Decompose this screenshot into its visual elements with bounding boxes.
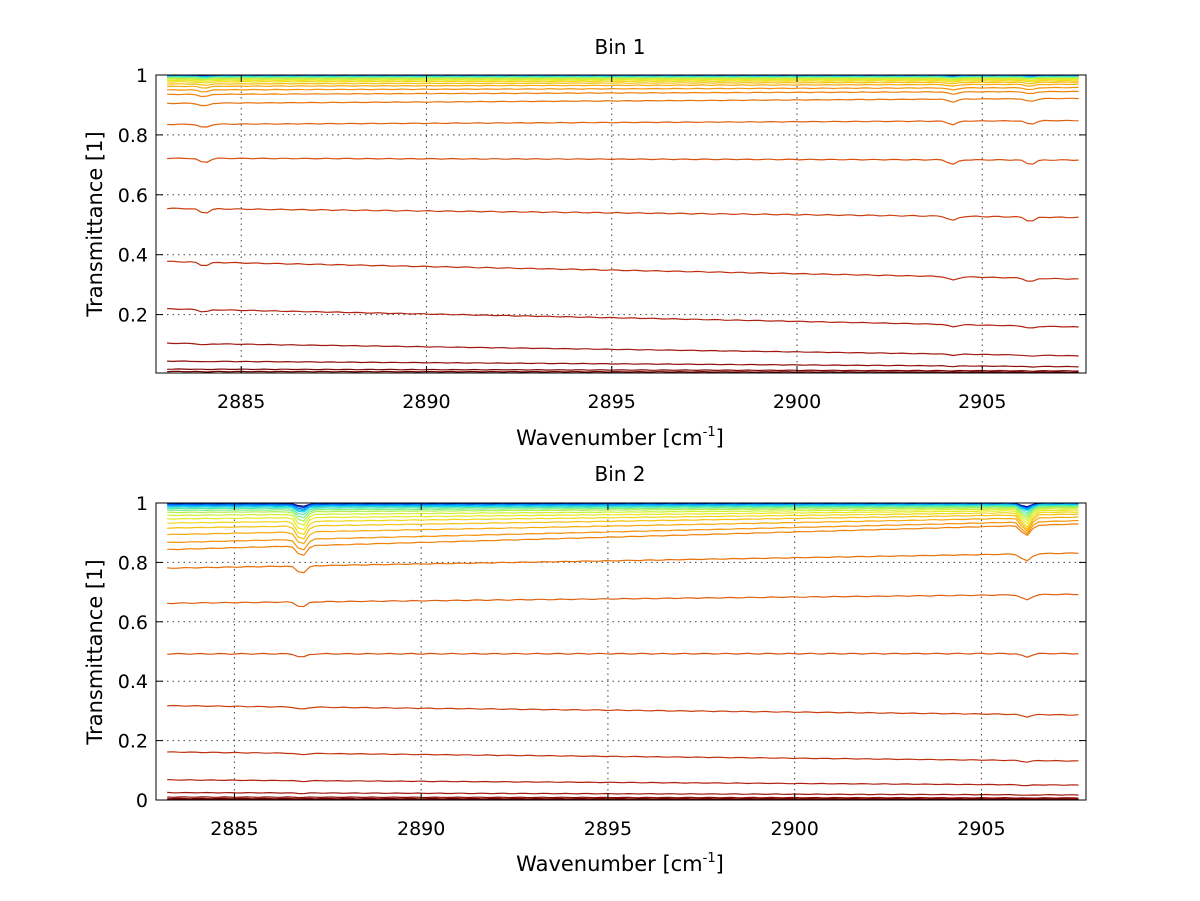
bin-1-series-line	[167, 79, 1079, 84]
bin-2-series-line	[167, 504, 1079, 516]
bin-2-xtick-label: 2890	[397, 818, 445, 840]
bin-2-series-line	[167, 519, 1079, 551]
bin-2-series-line	[167, 507, 1079, 526]
bin-1-ytick-label: 1	[136, 65, 148, 87]
bin-1-xlabel: Wavenumber [cm-1]	[516, 425, 724, 450]
bin-1-ytick-label: 0.4	[118, 245, 148, 267]
bin-1-series-line	[167, 370, 1079, 374]
bin-2-xtick-label: 2900	[770, 818, 818, 840]
bin-2-series-line	[167, 523, 1079, 556]
bin-1-series-line	[167, 81, 1079, 86]
bin-1-series-line	[167, 77, 1079, 81]
bin-2-grid	[156, 503, 1086, 800]
bin-2-ytick-label: 0.8	[118, 552, 148, 574]
bin-2-ticks: 2885 2890 2895 2900 2905 0 0.2 0.4 0.6 0.8 1	[118, 493, 1086, 840]
bin-2-plot-area	[155, 502, 1087, 801]
bin-2-series-line	[167, 652, 1079, 658]
bin-1-series	[167, 74, 1079, 374]
bin-2-series-line	[167, 796, 1079, 799]
bin-1-panel: Bin 1 2885 2890 2895 2900 29050.20.40.60.81 …	[83, 35, 1087, 450]
bin-1-series-line	[167, 86, 1079, 93]
bin-1-series-line	[167, 342, 1079, 357]
bin-1-series-line	[167, 307, 1079, 329]
bin-2-series-line	[167, 505, 1079, 519]
bin-2-xtick-label: 2885	[210, 818, 258, 840]
bin-1-ylabel: Transmittance [1]	[83, 131, 107, 317]
bin-1-series-line	[167, 119, 1079, 128]
bin-2-title: Bin 2	[594, 462, 645, 486]
bin-1-series-line	[167, 157, 1079, 165]
bin-1-ytick-label: 0.6	[118, 185, 148, 207]
bin-2-series-line	[167, 791, 1079, 796]
bin-1-series-line	[167, 83, 1079, 89]
bin-1-xtick-label: 2905	[958, 391, 1006, 413]
bin-2-series-line	[167, 506, 1079, 522]
bin-1-series-line	[167, 78, 1079, 82]
bin-1-xtick-label: 2900	[773, 391, 821, 413]
bin-2-xtick-label: 2895	[584, 818, 632, 840]
bin-2-series-line	[167, 503, 1079, 512]
bin-2-ytick-label: 1	[136, 493, 148, 515]
bin-2-series-line	[167, 779, 1079, 787]
bin-1-series-line	[167, 90, 1079, 98]
bin-1-series-line	[167, 360, 1079, 368]
bin-2-series-line	[167, 593, 1079, 608]
bin-2-series-line	[167, 509, 1079, 531]
bin-1-xtick-label: 2890	[402, 391, 450, 413]
bin-2-series-line	[167, 704, 1079, 718]
bin-1-series-line	[167, 368, 1079, 372]
bin-2-series-line	[167, 516, 1079, 545]
bin-2-series-line	[167, 751, 1079, 763]
bin-1-ytick-label: 0.2	[118, 305, 148, 327]
bin-1-grid	[156, 75, 1086, 373]
bin-1-series-line	[167, 260, 1079, 282]
bin-2-xtick-label: 2905	[957, 818, 1005, 840]
bin-2-panel: Bin 2 2885 2890 2895 2900 2905 0 0.2 0.4 0.6 0.8 1…	[83, 462, 1087, 876]
bin-2-xlabel: Wavenumber [cm-1]	[516, 851, 724, 876]
bin-1-xtick-label: 2895	[588, 391, 636, 413]
bin-2-series-line	[167, 513, 1079, 540]
bin-2-ytick-label: 0	[136, 790, 148, 812]
bin-2-series-line	[167, 504, 1079, 513]
bin-2-series-line	[167, 511, 1079, 536]
bin-2-series	[167, 502, 1079, 801]
bin-2-ytick-label: 0.2	[118, 731, 148, 753]
bin-1-title: Bin 1	[594, 35, 645, 59]
bin-2-ytick-label: 0.4	[118, 671, 148, 693]
bin-1-series-line	[167, 207, 1079, 222]
bin-1-plot-area	[155, 74, 1087, 374]
bin-1-ytick-label: 0.8	[118, 125, 148, 147]
bin-2-series-line	[167, 552, 1079, 574]
bin-2-ytick-label: 0.6	[118, 612, 148, 634]
bin-1-xtick-label: 2885	[217, 391, 265, 413]
bin-1-ticks: 2885 2890 2895 2900 2905 0.2 0.4 0.6 0.8 1	[118, 65, 1086, 413]
bin-1-series-line	[167, 97, 1079, 107]
bin-2-ylabel: Transmittance [1]	[83, 559, 107, 745]
